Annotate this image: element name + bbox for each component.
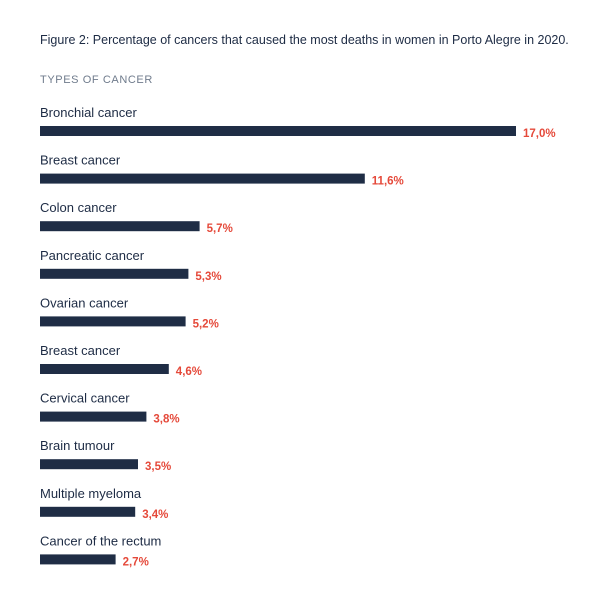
value-label: 17,0% <box>523 128 556 140</box>
value-label: 5,3% <box>195 271 221 283</box>
bar <box>40 221 200 232</box>
bar <box>40 173 365 184</box>
value-label: 5,7% <box>207 223 233 235</box>
value-label: 2,7% <box>123 556 149 568</box>
category-axis-label: TYPES OF CANCER <box>40 74 153 86</box>
bar <box>40 316 186 327</box>
bar <box>40 126 516 136</box>
category-label: Cancer of the rectum <box>40 533 161 548</box>
bar <box>40 411 147 422</box>
value-label: 5,2% <box>193 318 219 330</box>
value-label: 3,8% <box>153 414 179 426</box>
bar <box>40 459 138 470</box>
category-label: Pancreatic cancer <box>40 248 145 263</box>
category-label: Colon cancer <box>40 200 117 215</box>
value-label: 11,6% <box>372 176 404 188</box>
bar <box>40 268 189 279</box>
category-label: Breast cancer <box>40 153 121 168</box>
bar <box>40 554 116 565</box>
category-label: Ovarian cancer <box>40 295 129 310</box>
category-label: Breast cancer <box>40 343 121 358</box>
bar <box>40 364 169 374</box>
bar <box>40 506 136 517</box>
value-label: 4,6% <box>176 366 202 378</box>
category-label: Brain tumour <box>40 438 115 453</box>
value-label: 3,4% <box>142 509 168 521</box>
value-label: 3,5% <box>145 461 171 473</box>
chart-title: Figure 2: Percentage of cancers that cau… <box>40 33 569 47</box>
category-label: Bronchial cancer <box>40 105 137 120</box>
category-label: Cervical cancer <box>40 391 130 406</box>
category-label: Multiple myeloma <box>40 486 142 501</box>
